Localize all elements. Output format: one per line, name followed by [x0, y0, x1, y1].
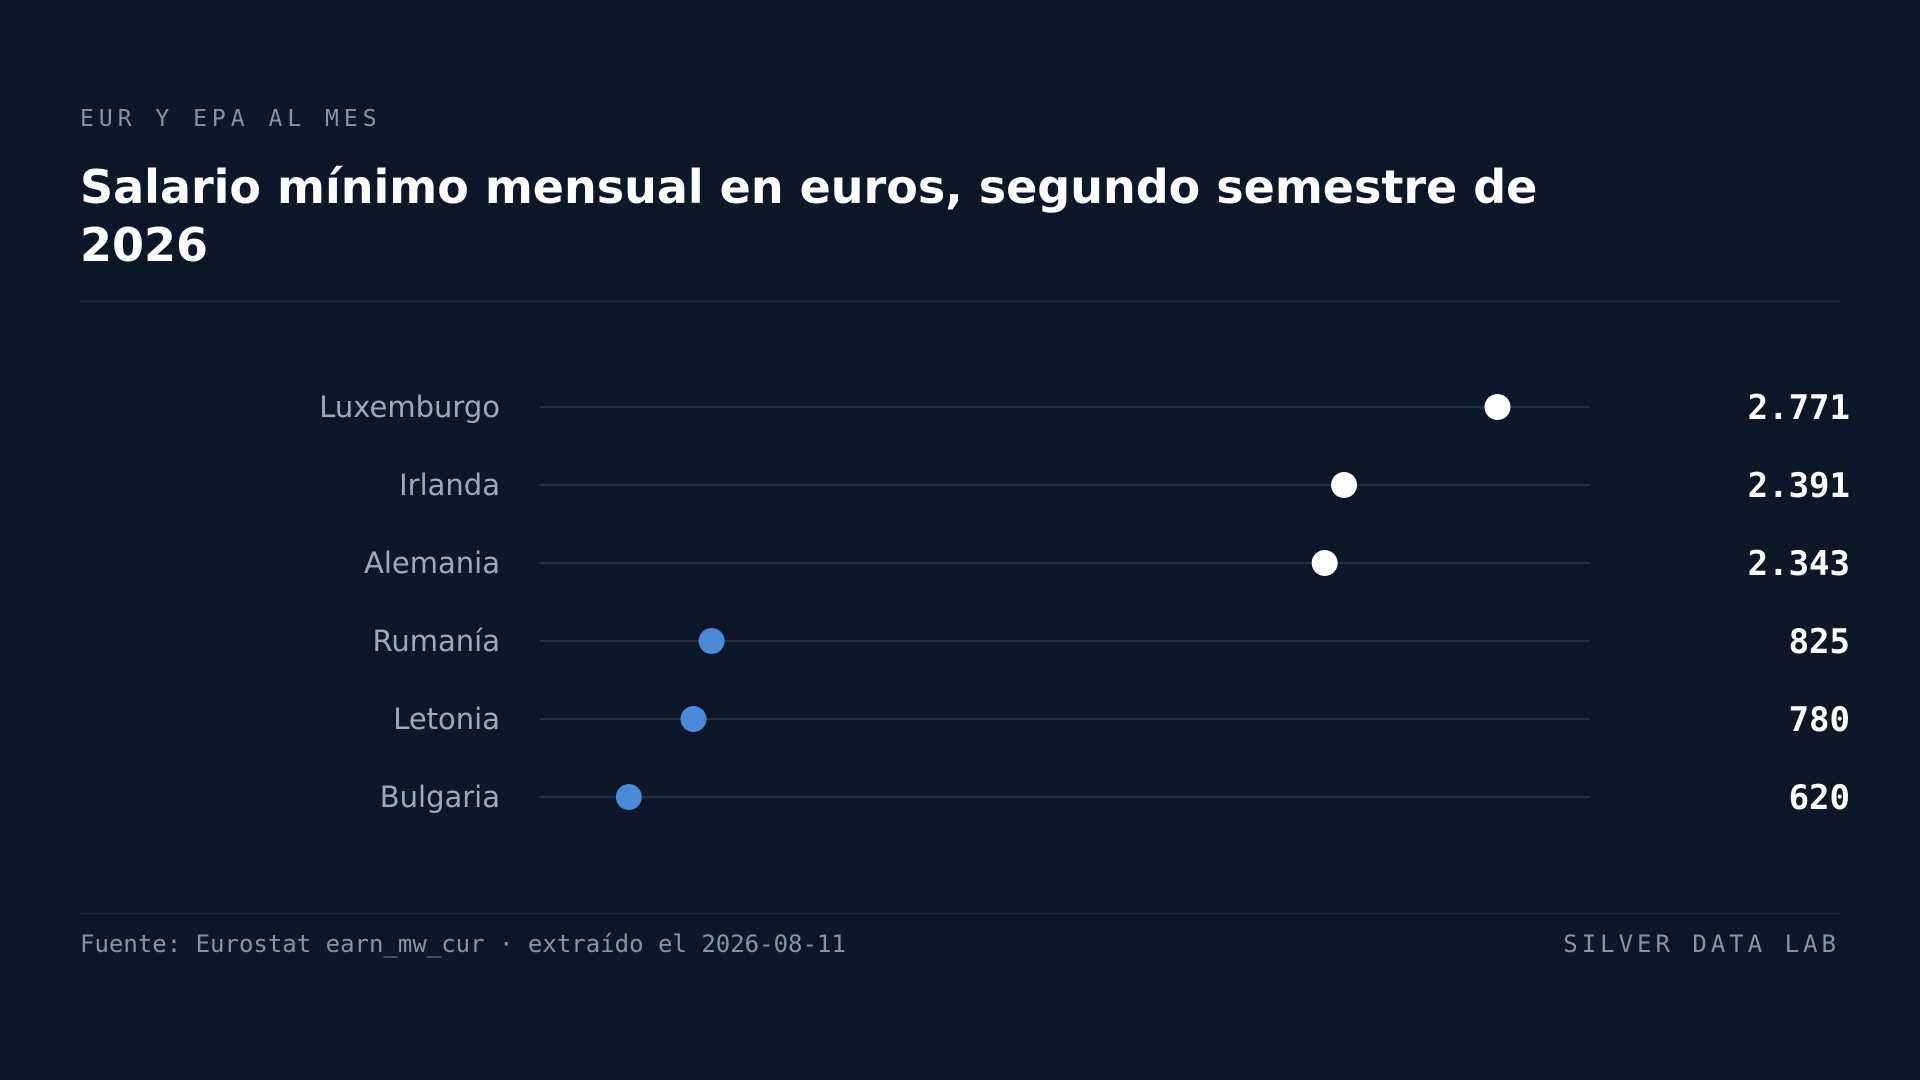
value-label: 2.771: [1748, 388, 1850, 428]
header-divider: [80, 301, 1840, 302]
category-label: Letonia: [393, 702, 500, 736]
category-label: Alemania: [364, 546, 500, 580]
value-label: 2.391: [1748, 466, 1850, 506]
category-label: Rumanía: [373, 624, 500, 658]
chart-kicker: EUR Y EPA AL MES: [80, 106, 382, 132]
category-label: Luxemburgo: [319, 390, 500, 424]
data-point: [1331, 472, 1358, 498]
brand-label: SILVER DATA LAB: [1563, 930, 1840, 958]
value-label: 2.343: [1748, 544, 1850, 584]
data-point: [1484, 394, 1511, 420]
value-label: 825: [1789, 622, 1850, 662]
footer-divider: [80, 913, 1840, 914]
value-label: 620: [1789, 778, 1850, 818]
data-point: [615, 784, 642, 810]
row-letonia: Letonia 780: [393, 700, 1850, 740]
row-alemania: Alemania 2.343: [364, 544, 1850, 584]
category-label: Irlanda: [399, 468, 500, 502]
source-note: Fuente: Eurostat earn_mw_cur · extraído …: [80, 930, 846, 958]
data-point: [680, 706, 707, 732]
data-point: [1311, 550, 1338, 576]
chart-title: Salario mínimo mensual en euros, segundo…: [80, 160, 1538, 272]
row-bulgaria: Bulgaria 620: [380, 778, 1850, 818]
value-label: 780: [1789, 700, 1850, 740]
row-luxemburgo: Luxemburgo 2.771: [319, 388, 1850, 428]
row-rumania: Rumanía 825: [373, 622, 1850, 662]
data-point: [698, 628, 725, 654]
row-irlanda: Irlanda 2.391: [399, 466, 1850, 506]
category-label: Bulgaria: [380, 780, 500, 814]
